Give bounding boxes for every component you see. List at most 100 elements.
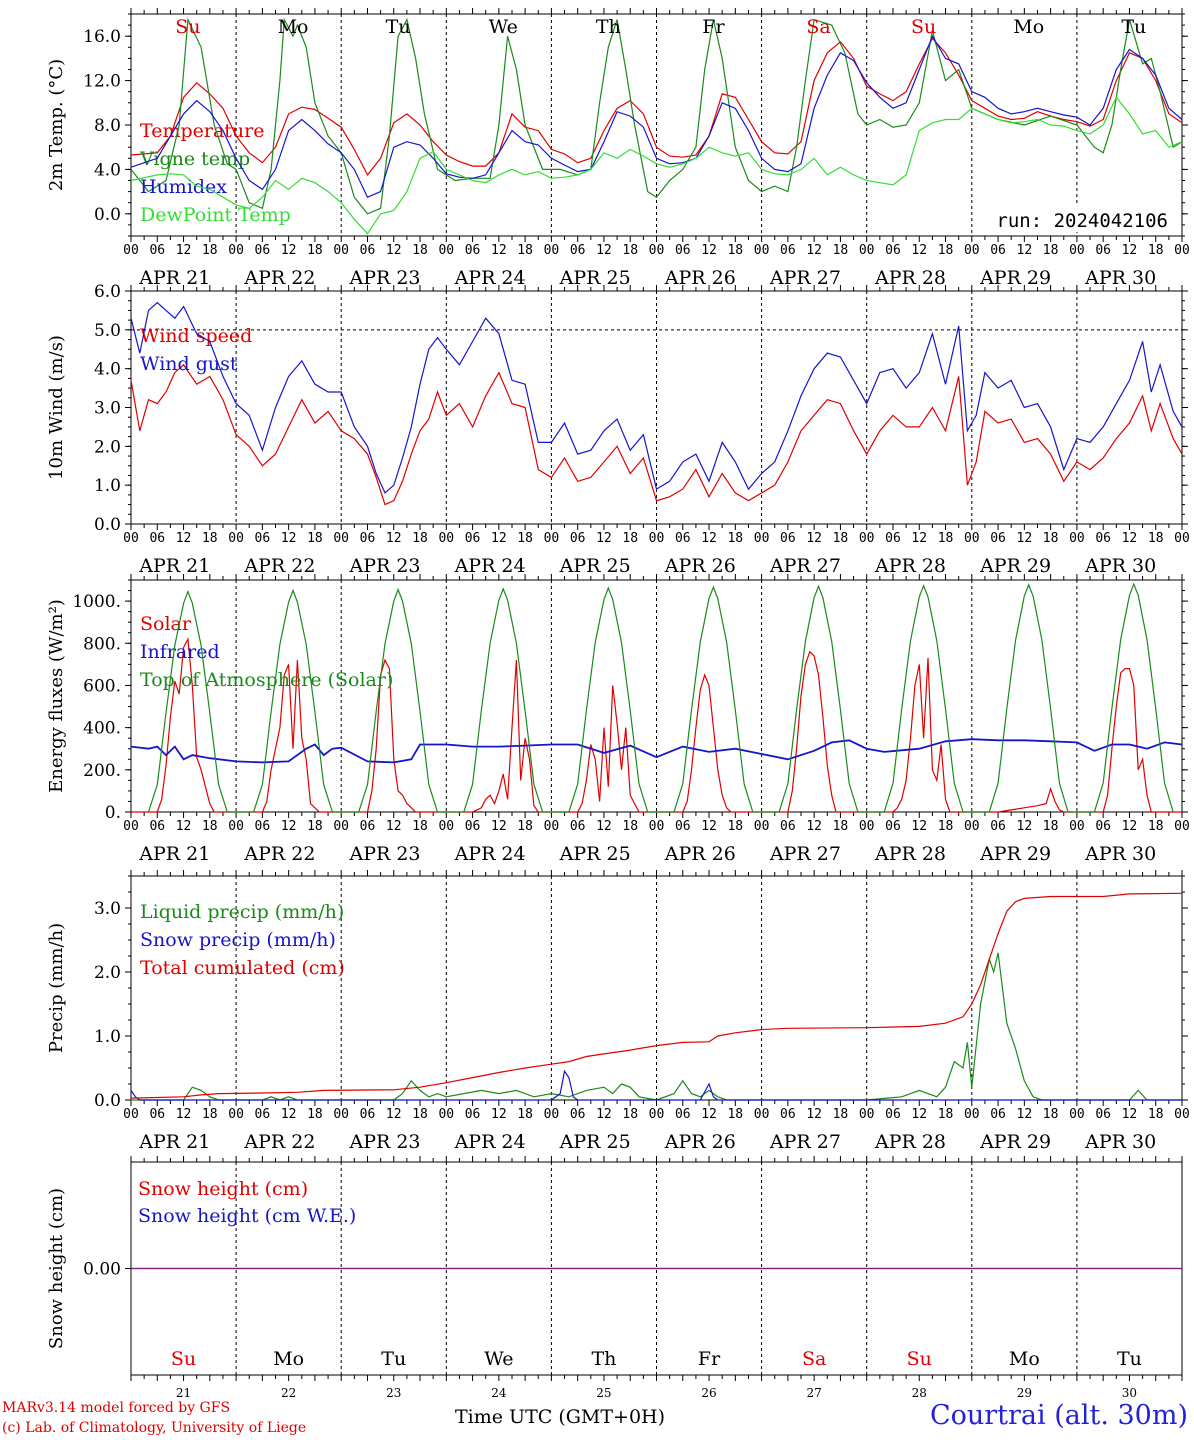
- panel-precip: 00 06 12 18 00 06 12 18 00 06 12 18 00 06 12 18 00 06 12 18…: [46, 870, 1190, 1153]
- hour-tick-label: 12: [596, 531, 612, 546]
- run-label-background: [985, 206, 1175, 232]
- date-label: APR 28: [874, 1131, 946, 1153]
- date-label: APR 21: [138, 843, 210, 865]
- hour-tick-label: 12: [806, 1107, 822, 1122]
- hour-tick-label: 06: [990, 819, 1006, 834]
- date-label: APR 22: [243, 843, 315, 865]
- hour-tick-label: 18: [307, 243, 323, 258]
- hour-tick-label: 06: [1095, 243, 1111, 258]
- hour-tick-label: 18: [412, 531, 428, 546]
- date-label: APR 27: [769, 267, 841, 289]
- y-tick-label: 16.0: [83, 27, 121, 47]
- hour-tick-label: 12: [701, 819, 717, 834]
- hour-tick-label: 12: [281, 819, 297, 834]
- panel-wind: 00 06 12 18 00 06 12 18 00 06 12 18 00 06 12 18 00 06 12 18…: [46, 282, 1190, 577]
- location-label: Courtrai (alt. 30m): [929, 1400, 1188, 1431]
- weekday-label-top: We: [489, 16, 518, 38]
- hour-tick-label: 06: [885, 819, 901, 834]
- hour-tick-label: 00: [228, 531, 244, 546]
- hour-tick-label: 12: [1122, 531, 1138, 546]
- date-label: APR 27: [769, 843, 841, 865]
- weekday-label-top: Mo: [278, 16, 309, 38]
- hour-tick-label: 12: [911, 243, 927, 258]
- hour-tick-label: 00: [228, 1107, 244, 1122]
- run-label: run: 2024042106: [996, 210, 1168, 232]
- date-label: APR 24: [454, 1131, 526, 1153]
- y-tick-label: 12.0: [83, 72, 121, 92]
- series-line-dewpoint-temp: [130, 96, 1183, 235]
- hour-tick-label: 00: [438, 531, 454, 546]
- hour-tick-label: 00: [438, 1107, 454, 1122]
- hour-tick-label: 18: [412, 243, 428, 258]
- series-line-humidex: [130, 34, 1183, 198]
- hour-tick-label: 06: [780, 819, 796, 834]
- hour-tick-label: 12: [1017, 531, 1033, 546]
- series-line-wind-gust: [130, 301, 1183, 494]
- hour-tick-label: 18: [833, 243, 849, 258]
- hour-tick-label: 12: [1122, 819, 1138, 834]
- series-line-temperature: [130, 37, 1183, 177]
- day-number-label: 21: [176, 1386, 191, 1400]
- date-label: APR 23: [348, 1131, 420, 1153]
- hour-tick-label: 12: [491, 243, 507, 258]
- weekday-label-top: Su: [911, 16, 936, 38]
- date-label: APR 21: [138, 267, 210, 289]
- weekday-label-bottom: Su: [171, 1348, 196, 1370]
- hour-tick-label: 06: [255, 243, 271, 258]
- date-label: APR 29: [979, 843, 1051, 865]
- hour-tick-label: 18: [412, 819, 428, 834]
- hour-tick-label: 18: [202, 819, 218, 834]
- y-tick-label: 2.0: [94, 437, 121, 457]
- y-tick-label: 200.: [83, 761, 121, 781]
- weekday-label-bottom: Mo: [1009, 1348, 1040, 1370]
- hour-tick-label: 18: [1043, 243, 1059, 258]
- y-axis-label: 10m Wind (m/s): [46, 335, 67, 480]
- panel-energy: 00 06 12 18 00 06 12 18 00 06 12 18 00 06 12 18 00 06 12 18…: [46, 574, 1190, 865]
- y-tick-label: 4.0: [94, 160, 121, 180]
- hour-tick-label: 12: [911, 1107, 927, 1122]
- hour-tick-label: 12: [701, 1107, 717, 1122]
- hour-tick-label: 18: [1148, 819, 1164, 834]
- hour-tick-label: 06: [255, 531, 271, 546]
- date-label: APR 25: [559, 267, 631, 289]
- date-label: APR 25: [559, 1131, 631, 1153]
- series-line-wind-speed: [130, 363, 1183, 506]
- hour-tick-label: 18: [833, 1107, 849, 1122]
- hour-tick-label: 18: [202, 531, 218, 546]
- hour-tick-label: 12: [806, 819, 822, 834]
- hour-tick-label: 12: [176, 1107, 192, 1122]
- hour-tick-label: 00: [964, 243, 980, 258]
- weekday-label-top: Tu: [386, 16, 411, 38]
- y-tick-label: 0.0: [94, 205, 121, 225]
- hour-tick-label: 06: [780, 531, 796, 546]
- date-label: APR 30: [1084, 555, 1156, 577]
- hour-tick-label: 12: [701, 243, 717, 258]
- x-axis-title: Time UTC (GMT+0H): [455, 1406, 666, 1428]
- hour-tick-label: 00: [649, 819, 665, 834]
- y-tick-label: 2.0: [94, 963, 121, 983]
- hour-tick-label: 18: [833, 531, 849, 546]
- weekday-label-bottom: Mo: [273, 1348, 304, 1370]
- hour-tick-label: 00: [754, 819, 770, 834]
- date-label: APR 26: [664, 843, 736, 865]
- weekday-label-top: Fr: [702, 16, 725, 38]
- hour-tick-label: 12: [386, 531, 402, 546]
- hour-tick-label: 12: [1122, 1107, 1138, 1122]
- hour-tick-label: 00: [544, 1107, 560, 1122]
- hour-tick-label: 06: [675, 531, 691, 546]
- y-tick-label: 600.: [83, 676, 121, 696]
- date-label: APR 21: [138, 555, 210, 577]
- hour-tick-label: 12: [281, 243, 297, 258]
- y-tick-label: 1.0: [94, 476, 121, 496]
- date-label: APR 27: [769, 555, 841, 577]
- hour-tick-label: 00: [544, 243, 560, 258]
- hour-tick-label: 00: [1174, 531, 1190, 546]
- day-number-label: 27: [807, 1386, 822, 1400]
- date-label: APR 29: [979, 1131, 1051, 1153]
- hour-tick-label: 12: [1122, 243, 1138, 258]
- hour-tick-label: 06: [465, 243, 481, 258]
- date-label: APR 28: [874, 267, 946, 289]
- series-line-total-cumulated-cm-: [130, 892, 1183, 1099]
- weekday-label-bottom: Tu: [381, 1348, 406, 1370]
